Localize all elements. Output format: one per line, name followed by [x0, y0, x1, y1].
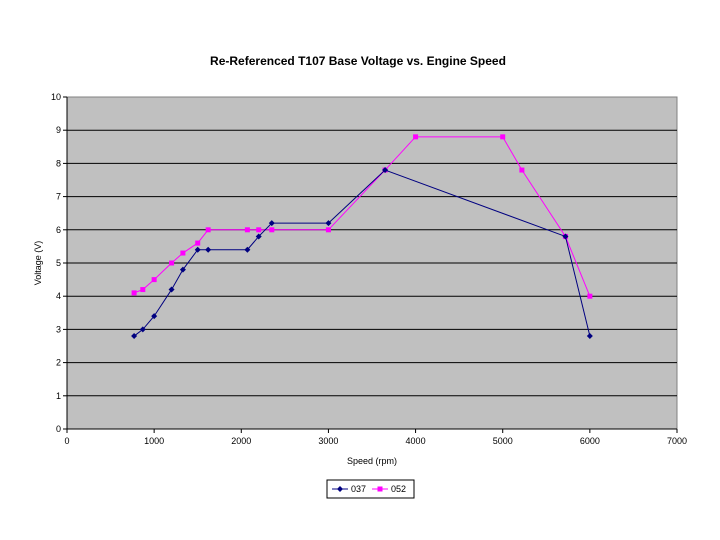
x-tick-label: 7000 — [667, 436, 687, 446]
y-tick-label: 3 — [56, 324, 61, 334]
chart-title: Re-Referenced T107 Base Voltage vs. Engi… — [210, 54, 506, 68]
data-point-037 — [268, 220, 275, 227]
data-point-052 — [169, 260, 175, 266]
data-point-037 — [562, 233, 569, 240]
legend: 037 052 — [326, 479, 415, 499]
data-point-052 — [205, 227, 211, 233]
legend-label-037: 037 — [351, 484, 366, 494]
x-tick-label: 0 — [64, 436, 69, 446]
data-point-052 — [325, 227, 331, 233]
legend-item-037: 037 — [332, 484, 366, 494]
series-line-037 — [133, 169, 591, 337]
y-axis-label: Voltage (V) — [33, 241, 43, 286]
y-tick-label: 4 — [56, 291, 61, 301]
data-point-052 — [180, 250, 186, 256]
y-tick-label: 7 — [56, 192, 61, 202]
data-point-052 — [244, 227, 250, 233]
data-point-052 — [500, 134, 506, 140]
data-point-052 — [269, 227, 275, 233]
series-037 — [131, 167, 593, 340]
y-tick-label: 6 — [56, 225, 61, 235]
legend-marker-052 — [377, 486, 383, 492]
data-point-037 — [179, 266, 186, 273]
data-point-052 — [131, 290, 137, 296]
x-tick-label: 4000 — [406, 436, 426, 446]
x-tick-label: 2000 — [231, 436, 251, 446]
legend-item-052: 052 — [372, 484, 406, 494]
x-axis-ticks: 0 1000 2000 3000 4000 5000 6000 7000 — [64, 429, 687, 446]
data-point-037 — [382, 167, 389, 174]
legend-marker-037 — [337, 486, 343, 492]
y-tick-label: 9 — [56, 125, 61, 135]
y-tick-label: 8 — [56, 158, 61, 168]
data-point-052 — [587, 293, 593, 299]
y-tick-label: 10 — [51, 92, 61, 102]
x-tick-label: 5000 — [493, 436, 513, 446]
y-tick-label: 5 — [56, 258, 61, 268]
x-tick-label: 1000 — [144, 436, 164, 446]
y-tick-label: 1 — [56, 391, 61, 401]
data-point-037 — [151, 313, 158, 320]
data-point-052 — [151, 277, 157, 283]
data-point-037 — [194, 246, 201, 253]
data-point-052 — [140, 287, 146, 293]
y-tick-label: 2 — [56, 358, 61, 368]
data-point-052 — [413, 134, 419, 140]
legend-label-052: 052 — [391, 484, 406, 494]
legend-box — [326, 479, 415, 499]
x-tick-label: 3000 — [318, 436, 338, 446]
x-tick-label: 6000 — [580, 436, 600, 446]
data-point-052 — [195, 240, 201, 246]
data-point-052 — [519, 167, 525, 173]
data-point-037 — [139, 326, 146, 333]
y-axis-ticks: 0 1 2 3 4 5 6 7 8 9 10 — [51, 92, 67, 434]
y-tick-label: 0 — [56, 424, 61, 434]
data-point-037 — [586, 333, 593, 340]
data-point-037 — [168, 286, 175, 293]
data-point-037 — [131, 333, 138, 340]
data-point-037 — [255, 233, 262, 240]
data-point-037 — [205, 246, 212, 253]
series-layer — [131, 134, 593, 340]
data-point-037 — [244, 246, 251, 253]
data-point-052 — [256, 227, 262, 233]
data-point-037 — [325, 220, 332, 227]
x-axis-label: Speed (rpm) — [347, 456, 397, 466]
